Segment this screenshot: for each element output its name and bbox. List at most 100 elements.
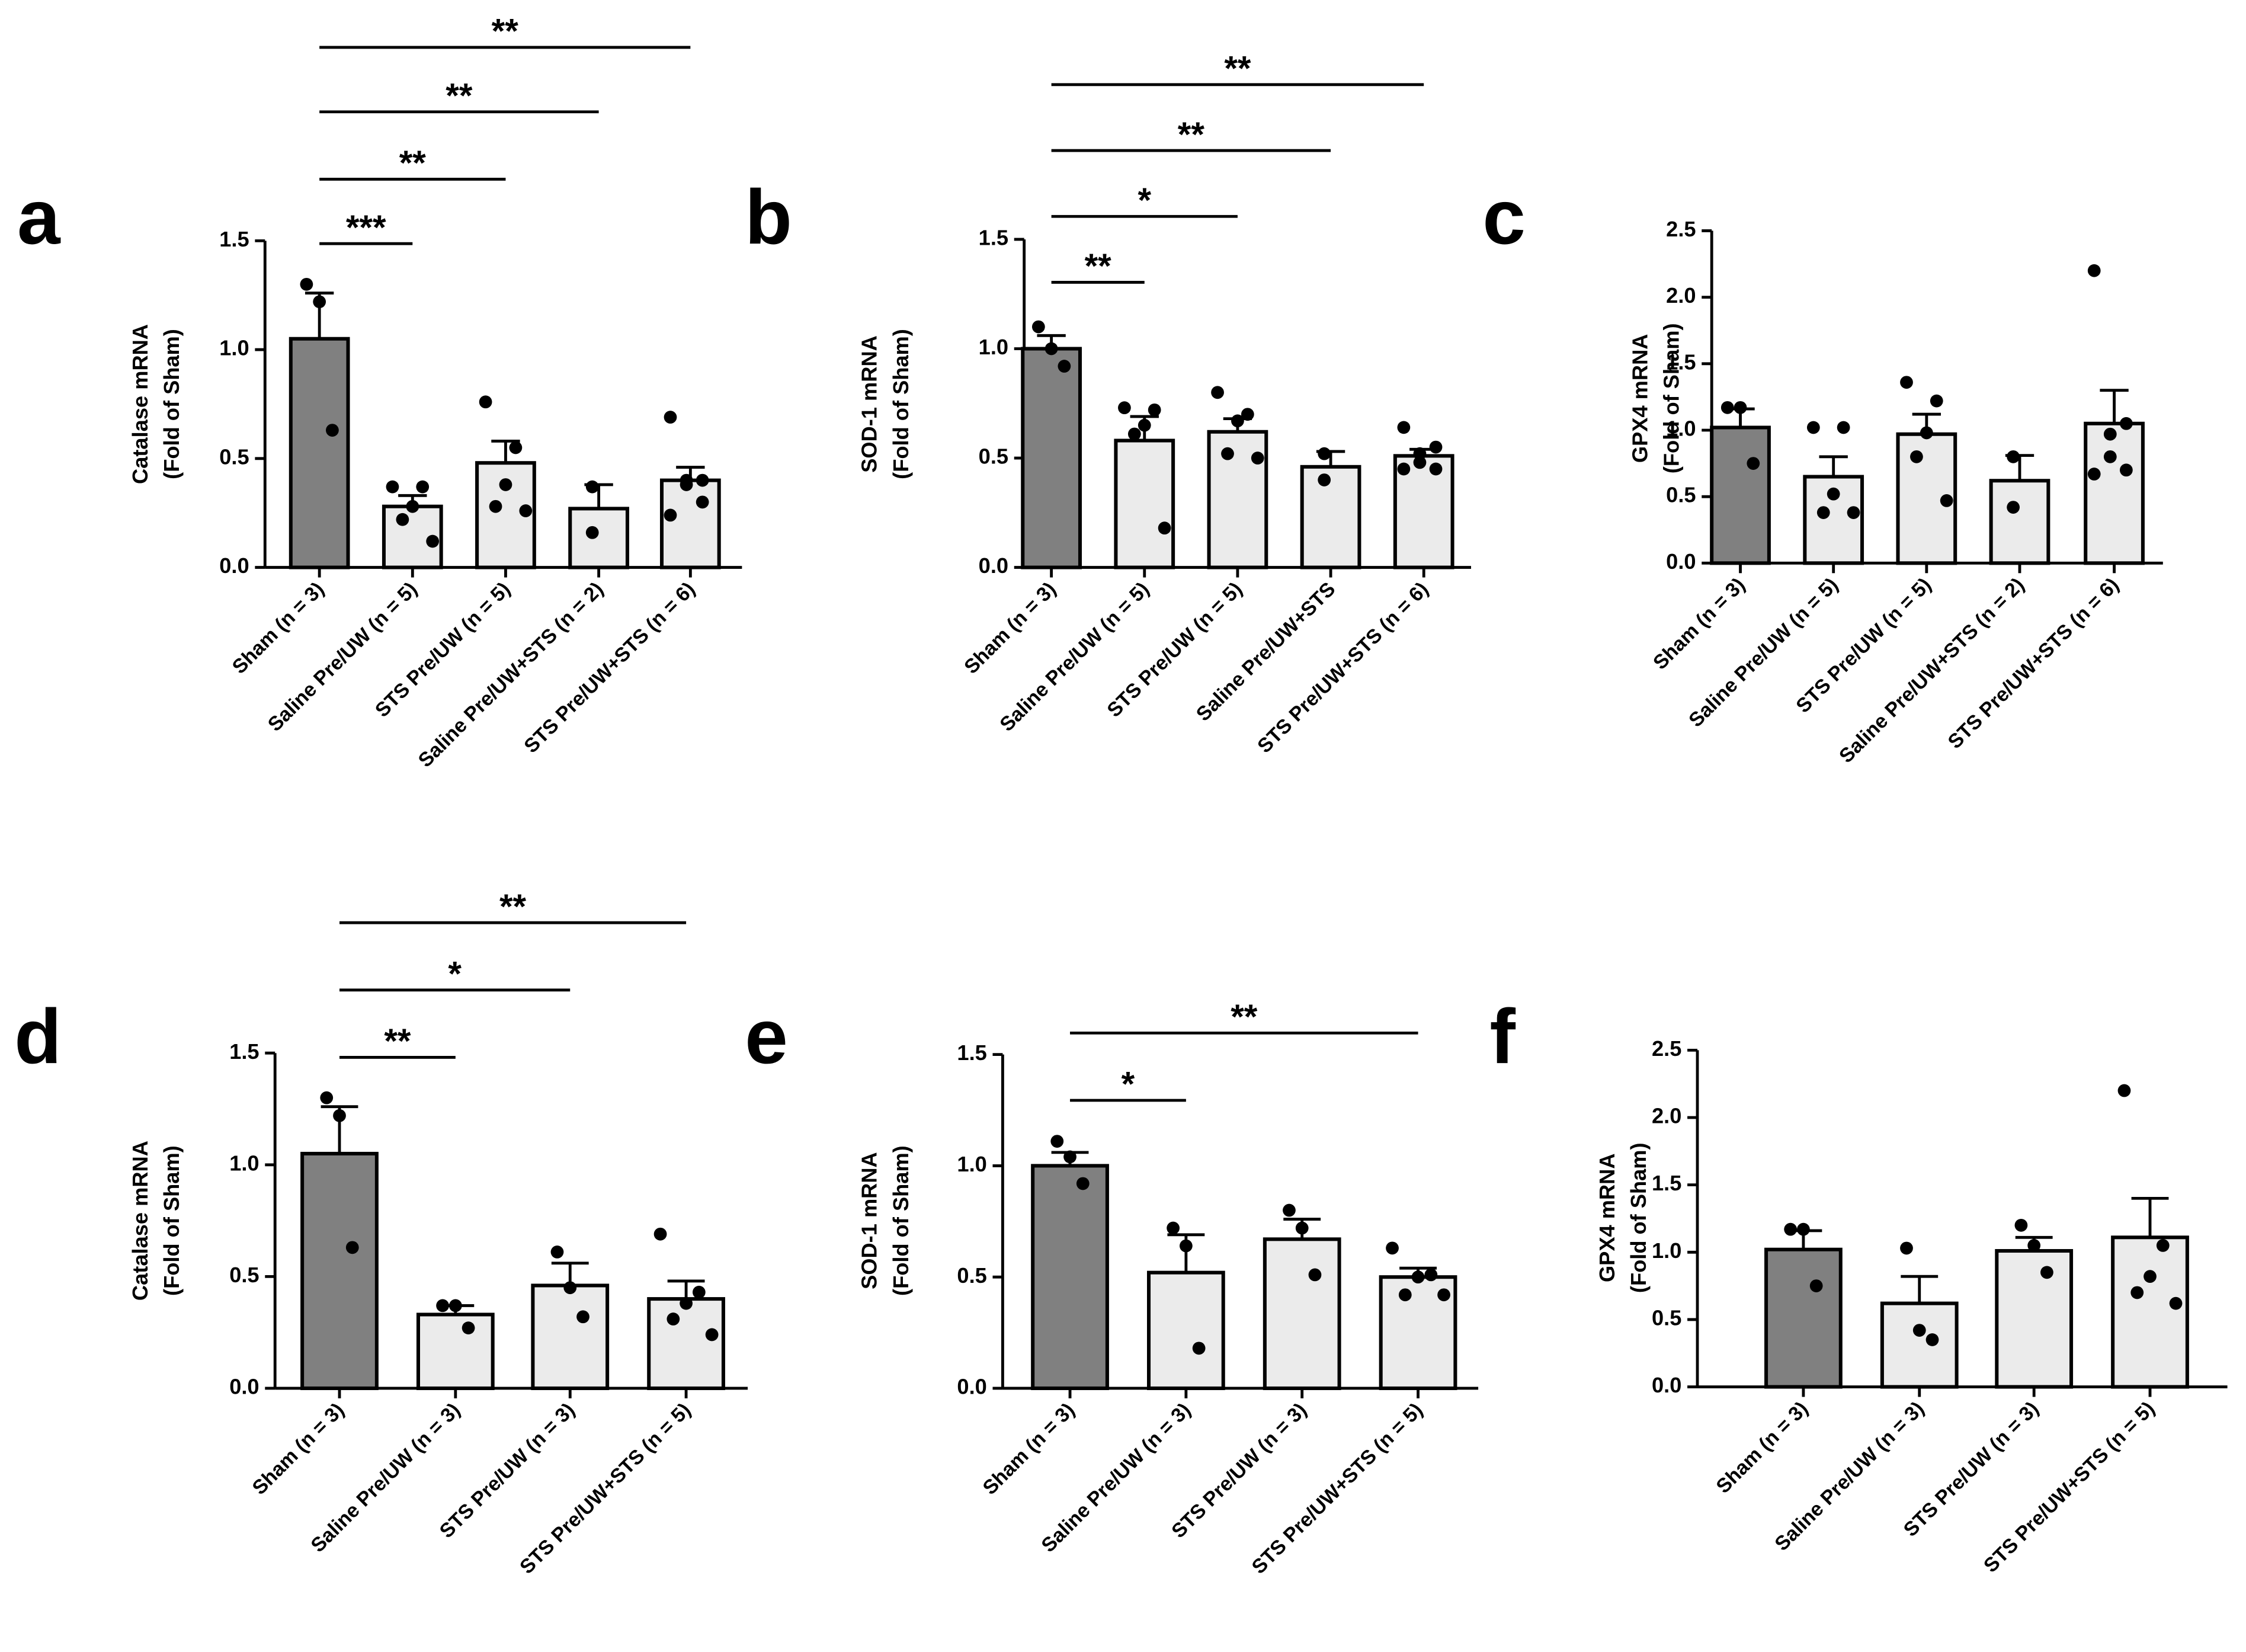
significance-label: *: [1122, 1065, 1135, 1104]
y-tick-label: 1.0: [229, 1151, 259, 1175]
y-tick-label: 0.5: [229, 1263, 259, 1287]
data-point: [1192, 1342, 1206, 1355]
y-tick-label: 1.0: [219, 336, 249, 360]
data-point: [1720, 401, 1734, 414]
y-axis-label: Catalase mRNA: [128, 324, 152, 484]
bar: [1710, 425, 1771, 565]
data-point: [2027, 1239, 2041, 1252]
y-tick-label: 1.5: [1652, 1171, 1681, 1195]
x-tick-label: STS Pre/UW+STS (n = 6): [1944, 574, 2123, 753]
panel-letter: d: [14, 993, 62, 1080]
y-tick-label: 0.0: [1652, 1373, 1681, 1397]
data-point: [1940, 494, 1953, 507]
data-point: [1429, 440, 1443, 454]
y-tick-label: 1.0: [979, 335, 1008, 359]
data-point: [345, 1241, 359, 1254]
bar: [1300, 465, 1361, 569]
bar: [2111, 1235, 2189, 1389]
x-tick-label: Sham (n = 3): [1712, 1397, 1812, 1498]
data-point: [479, 395, 492, 409]
data-point: [1031, 320, 1045, 334]
data-point: [300, 277, 313, 291]
y-tick-label: 1.5: [979, 226, 1008, 250]
bar: [1764, 1247, 1843, 1389]
y-tick-label: 1.5: [957, 1040, 986, 1065]
data-point: [1211, 386, 1224, 399]
data-point: [2130, 1286, 2144, 1299]
data-point: [696, 473, 709, 487]
x-tick-label: Saline Pre/UW (n = 5): [264, 578, 422, 736]
data-point: [1734, 401, 1747, 414]
bar: [1880, 1301, 1959, 1389]
data-point: [1308, 1268, 1322, 1282]
error-bar: [1901, 1275, 1939, 1304]
data-point: [426, 534, 440, 548]
data-point: [2144, 1270, 2157, 1283]
panel: c GPX4 mRNA (Fold of Sham) 0.0 0.5 1.0 1.5 2.0 2…: [1482, 174, 2163, 767]
data-point: [489, 500, 502, 513]
data-point: [696, 495, 709, 509]
data-point: [416, 480, 430, 494]
data-point: [2103, 427, 2117, 441]
y-axis-label: GPX4 mRNA: [1595, 1153, 1619, 1282]
error-bar: [1819, 455, 1848, 477]
data-point: [1318, 473, 1331, 486]
data-point: [1900, 1241, 1913, 1255]
x-tick-label: Saline Pre/UW (n = 5): [1684, 574, 1843, 732]
y-tick-label: 0.5: [1652, 1305, 1681, 1330]
y-tick-label: 2.0: [1666, 283, 1696, 308]
significance-label: **: [1085, 247, 1112, 286]
data-point: [1747, 457, 1760, 470]
data-point: [1318, 447, 1331, 460]
x-tick-label: Saline Pre/UW+STS (n = 2): [1835, 574, 2029, 767]
y-tick-label: 0.0: [229, 1375, 259, 1399]
y-axis-label: (Fold of Sham): [1626, 1142, 1651, 1293]
data-point: [1058, 360, 1071, 373]
significance-label: **: [384, 1022, 411, 1061]
y-axis-label: SOD-1 mRNA: [857, 335, 882, 473]
bar: [1114, 438, 1175, 569]
y-tick-label: 1.5: [219, 227, 249, 251]
y-tick-label: 2.5: [1652, 1036, 1681, 1061]
data-point: [1241, 408, 1254, 421]
data-point: [1806, 421, 1820, 434]
data-point: [1295, 1221, 1309, 1235]
data-point: [2087, 468, 2101, 481]
bar: [1989, 479, 2050, 565]
y-tick-label: 2.5: [1666, 217, 1696, 241]
y-axis-label: SOD-1 mRNA: [857, 1152, 882, 1289]
y-tick-label: 1.5: [1666, 350, 1696, 374]
data-point: [680, 478, 693, 491]
bar: [1146, 1270, 1225, 1390]
y-axis-label: (Fold of Sham): [159, 329, 184, 479]
y-axis-label: (Fold of Sham): [889, 1145, 913, 1296]
data-point: [2007, 450, 2020, 463]
y-tick-label: 0.0: [957, 1375, 986, 1399]
data-point: [509, 441, 523, 454]
data-point: [664, 508, 677, 522]
data-point: [1429, 462, 1443, 476]
data-point: [576, 1310, 589, 1324]
y-tick-label: 0.5: [957, 1263, 986, 1288]
data-point: [1180, 1239, 1193, 1253]
y-tick-label: 0.5: [979, 444, 1008, 469]
panel-letter: f: [1489, 993, 1516, 1080]
data-point: [320, 1091, 334, 1104]
data-point: [1063, 1150, 1076, 1164]
data-point: [1784, 1222, 1798, 1236]
data-point: [1386, 1241, 1399, 1255]
significance-label: **: [399, 144, 427, 183]
significance-label: **: [499, 888, 527, 926]
data-point: [333, 1109, 346, 1122]
data-point: [2007, 501, 2020, 514]
data-point: [1411, 1270, 1425, 1284]
data-point: [1930, 394, 1943, 408]
data-point: [653, 1227, 667, 1241]
x-tick-label: Sham (n = 3): [228, 578, 329, 678]
data-point: [664, 411, 677, 424]
significance-label: *: [448, 955, 462, 994]
data-point: [1397, 462, 1411, 476]
data-point: [2103, 450, 2117, 463]
bar: [300, 1151, 379, 1390]
